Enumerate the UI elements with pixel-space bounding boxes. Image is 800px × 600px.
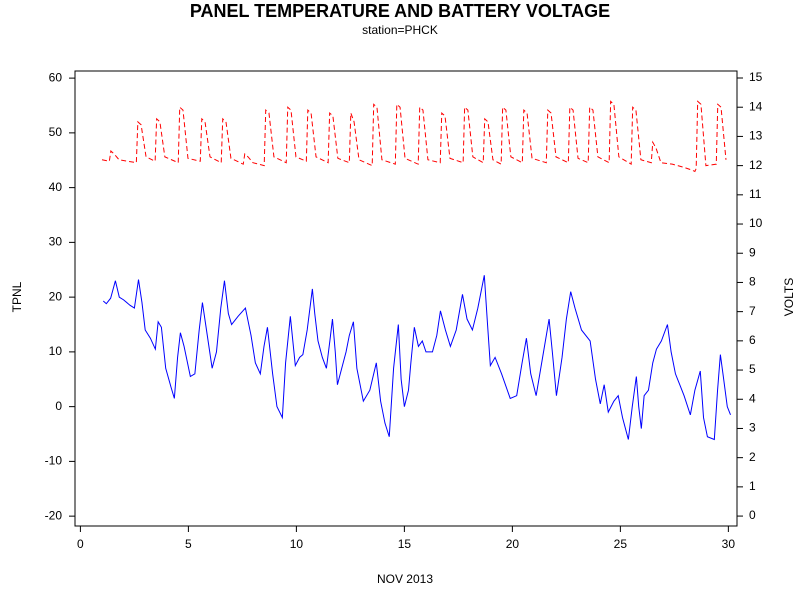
y-tick-label: 20 [49,289,63,303]
x-tick-label: 10 [290,537,304,551]
y-tick-label: 40 [49,180,63,194]
x-tick-label: 15 [398,537,412,551]
y-tick-label: 10 [49,344,63,358]
series-line [102,275,731,441]
x-tick-label: 5 [185,537,192,551]
y-tick-label: 30 [49,235,63,249]
y2-tick-label: 4 [749,391,756,405]
y2-tick-label: 15 [749,70,763,84]
y2-axis-label: VOLTS [782,278,796,316]
x-tick-label: 30 [722,537,736,551]
y-axis-label: TPNL [10,281,24,312]
y2-tick-label: 0 [749,508,756,522]
y2-tick-label: 7 [749,304,756,318]
y2-tick-label: 9 [749,245,756,259]
chart-subtitle: station=PHCK [362,23,438,37]
x-tick-label: 25 [614,537,628,551]
y2-tick-label: 12 [749,158,763,172]
y2-tick-label: 5 [749,362,756,376]
y2-tick-label: 8 [749,275,756,289]
y2-tick-label: 14 [749,99,763,113]
y2-tick-label: 2 [749,450,756,464]
plot-frame [74,70,738,527]
y-tick-label: 50 [49,125,63,139]
chart-title: PANEL TEMPERATURE AND BATTERY VOLTAGE [190,1,610,21]
y2-tick-label: 6 [749,333,756,347]
y-tick-label: -10 [45,454,63,468]
y2-tick-label: 10 [749,216,763,230]
x-axis-label: NOV 2013 [377,572,433,586]
x-tick-label: 0 [77,537,84,551]
series-line [101,100,727,173]
y-tick-label: 60 [49,70,63,84]
y-tick-label: -20 [45,508,63,522]
y2-tick-label: 1 [749,479,756,493]
y-tick-label: 0 [55,399,62,413]
y2-tick-label: 13 [749,129,763,143]
y2-tick-label: 3 [749,421,756,435]
y2-tick-label: 11 [749,187,762,201]
x-tick-label: 20 [506,537,520,551]
